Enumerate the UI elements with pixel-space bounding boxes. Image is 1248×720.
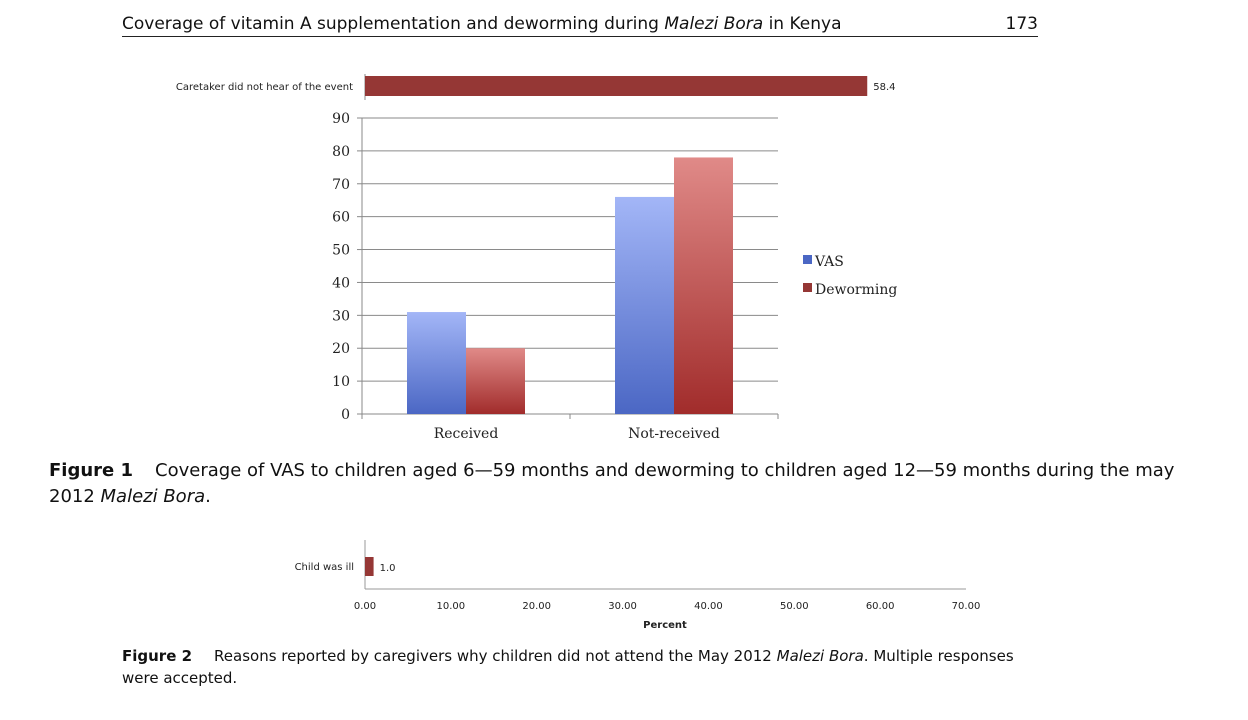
x-tick-label: 40.00: [694, 601, 723, 612]
y-tick-label: 70: [332, 177, 350, 193]
bar-vas-not-received: [615, 196, 674, 414]
bar-vas-received: [407, 312, 466, 414]
x-category-label: Not-received: [628, 426, 720, 442]
bar-child-was-ill: [365, 557, 374, 576]
x-tick-label: 30.00: [608, 601, 637, 612]
legend-swatch-deworming: [803, 283, 812, 292]
legend-label-deworming: Deworming: [815, 282, 897, 298]
y-tick-label: 20: [332, 341, 350, 357]
y-tick-label: 40: [332, 275, 350, 291]
page-header: Coverage of vitamin A supplementation an…: [122, 10, 1038, 37]
y-tick-label: 30: [332, 308, 350, 324]
legend-swatch-vas: [803, 255, 812, 264]
x-tick-label: 50.00: [780, 601, 809, 612]
figure-1-caption: Figure 1 Coverage of VAS to children aged…: [49, 460, 1175, 507]
legend-label-vas: VAS: [814, 254, 844, 270]
data-label-child-ill: 1.0: [380, 563, 396, 574]
y-tick-label: 90: [332, 111, 350, 127]
running-title: Coverage of vitamin A supplementation an…: [122, 14, 842, 34]
category-label-caretaker: Caretaker did not hear of the event: [176, 82, 353, 93]
y-tick-label: 10: [332, 374, 350, 390]
y-tick-label: 80: [332, 144, 350, 160]
figure-2-caption: Figure 2 Reasons reported by caregivers w…: [122, 647, 1014, 687]
x-tick-label: 60.00: [866, 601, 895, 612]
data-label-caretaker: 58.4: [873, 82, 895, 93]
bar-deworming-not-received: [674, 157, 733, 414]
x-tick-label: 20.00: [522, 601, 551, 612]
x-tick-label: 0.00: [354, 601, 376, 612]
x-tick-label: 10.00: [437, 601, 466, 612]
x-category-label: Received: [434, 426, 499, 442]
y-tick-label: 60: [332, 210, 350, 226]
bar-deworming-received: [466, 348, 525, 414]
y-tick-label: 50: [332, 243, 350, 259]
x-axis-title: Percent: [643, 620, 687, 631]
page-number: 173: [1005, 14, 1038, 34]
x-tick-label: 70.00: [952, 601, 981, 612]
category-label-child-ill: Child was ill: [295, 562, 354, 573]
bar-caretaker-did-not-hear: [365, 76, 868, 96]
y-tick-label: 0: [341, 407, 350, 423]
